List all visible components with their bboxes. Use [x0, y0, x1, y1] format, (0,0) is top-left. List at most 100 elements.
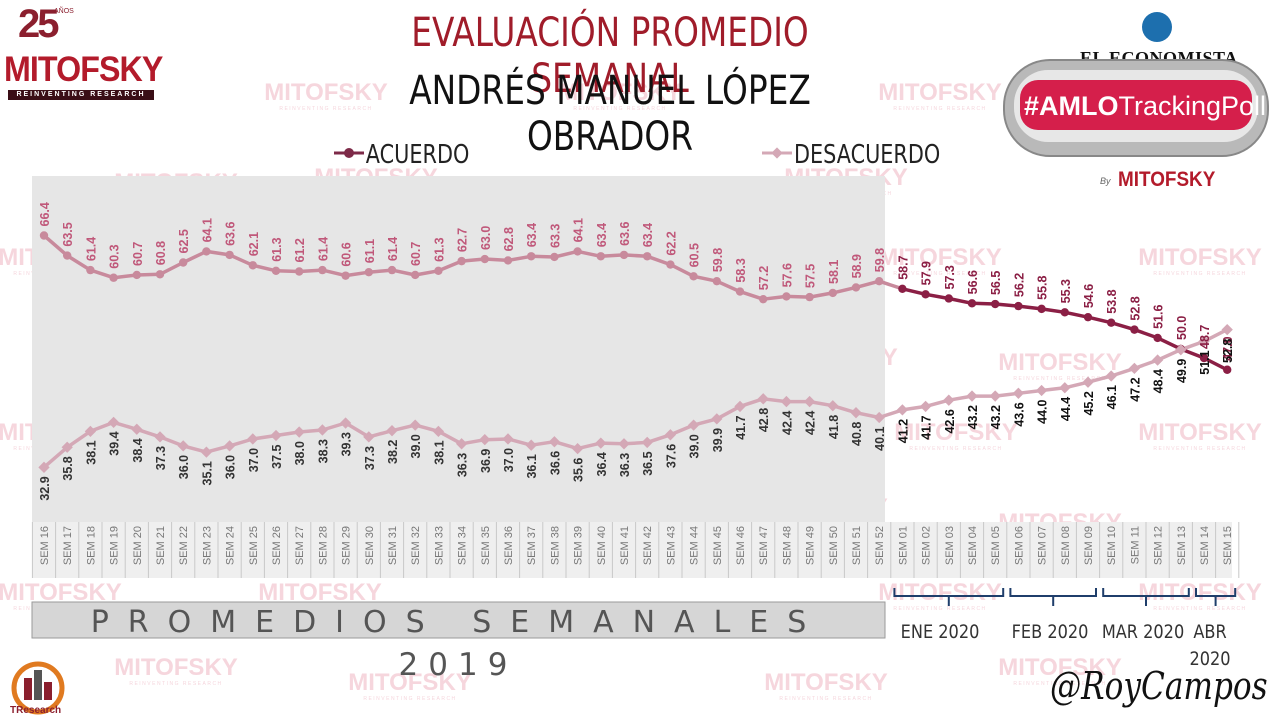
- x-tick-label: SEM 51: [851, 526, 863, 565]
- watermark-tagline: REINVENTING RESEARCH: [1153, 446, 1246, 452]
- data-label-layer: 66.4 32.9 63.5 35.8 61.4 38.1 60.3 39.4 60.7 38.4…: [38, 202, 1235, 501]
- acuerdo-data-label: 63.4: [595, 223, 609, 247]
- x-tick-label: SEM 21: [155, 526, 167, 565]
- acuerdo-data-label: 59.8: [873, 248, 887, 272]
- desacuerdo-data-label: 43.6: [1012, 402, 1026, 426]
- x-tick-label: SEM 02: [921, 526, 933, 565]
- legend-acuerdo-marker: [344, 148, 354, 158]
- watermark-tagline: REINVENTING RESEARCH: [1013, 376, 1106, 382]
- desacuerdo-point: [757, 393, 769, 405]
- desacuerdo-point: [502, 433, 514, 445]
- desacuerdo-point: [618, 438, 630, 450]
- acuerdo-point: [619, 250, 629, 260]
- acuerdo-point: [573, 247, 582, 256]
- acuerdo-data-label: 63.6: [224, 222, 238, 246]
- desacuerdo-point: [409, 419, 421, 431]
- watermark-tagline: REINVENTING RESEARCH: [1153, 271, 1246, 277]
- desacuerdo-point: [339, 417, 352, 429]
- desacuerdo-point: [1198, 335, 1210, 348]
- x-grid: [31, 522, 1240, 578]
- desacuerdo-data-label: 42.4: [804, 411, 818, 435]
- acuerdo-point: [457, 256, 466, 266]
- acuerdo-data-label: 54.6: [1082, 284, 1096, 308]
- acuerdo-data-label: 48.7: [1198, 325, 1212, 349]
- x-tick-label: SEM 31: [387, 526, 399, 565]
- acuerdo-data-label: 63.5: [61, 222, 75, 246]
- acuerdo-point: [387, 265, 397, 275]
- desacuerdo-point: [734, 400, 746, 413]
- x-tick-label: SEM 39: [573, 526, 585, 565]
- watermark-tagline: REINVENTING RESEARCH: [1013, 681, 1106, 687]
- desacuerdo-point: [131, 423, 143, 435]
- logo-tagline: REINVENTING RESEARCH: [8, 90, 154, 100]
- signature-roy-campos: @RoyCampos: [1050, 664, 1268, 708]
- desacuerdo-point: [316, 424, 329, 436]
- x-tick-label: SEM 44: [689, 526, 701, 565]
- desacuerdo-point: [641, 436, 653, 449]
- desacuerdo-point: [989, 390, 1001, 402]
- desacuerdo-point: [780, 395, 793, 408]
- watermark-text: MITOFSKY: [764, 669, 888, 696]
- desacuerdo-data-label: 41.8: [827, 415, 841, 439]
- desacuerdo-data-label: 52.8: [1221, 339, 1235, 363]
- acuerdo-point: [828, 288, 837, 298]
- acuerdo-data-label: 57.5: [804, 264, 818, 288]
- acuerdo-point: [503, 256, 513, 265]
- x-tick-label: SEM 12: [1153, 526, 1165, 565]
- acuerdo-data-label: 56.2: [1012, 273, 1026, 297]
- desacuerdo-point: [293, 426, 305, 438]
- x-tick-label: SEM 22: [178, 526, 190, 565]
- x-tick-label: SEM 40: [596, 526, 608, 565]
- month-bracket: [1009, 588, 1097, 597]
- acuerdo-data-label: 60.8: [154, 241, 168, 265]
- desacuerdo-data-label: 40.1: [873, 426, 887, 450]
- acuerdo-point: [1037, 304, 1046, 314]
- x-tick-label: SEM 24: [225, 526, 237, 565]
- tresearch-label: TResearch: [10, 705, 62, 716]
- desacuerdo-point: [1221, 323, 1233, 336]
- tracking-poll-badge: #AMLOTrackingPoll: [1003, 59, 1269, 157]
- x-tick-label: SEM 16: [39, 526, 51, 565]
- acuerdo-data-label: 56.5: [989, 271, 1003, 295]
- x-tick-label: SEM 03: [944, 526, 956, 565]
- acuerdo-data-label: 61.3: [432, 237, 446, 261]
- x-tick-label: SEM 36: [503, 526, 515, 565]
- acuerdo-data-label: 53.8: [1105, 289, 1119, 313]
- desacuerdo-data-label: 36.5: [641, 451, 655, 475]
- x-tick-label: SEM 48: [781, 526, 793, 565]
- badge-hashtag-rest: TrackingPoll: [1119, 91, 1267, 121]
- acuerdo-point: [1060, 308, 1070, 317]
- acuerdo-data-label: 61.4: [316, 237, 330, 261]
- legend-desacuerdo-label: DESACUERDO: [794, 139, 940, 170]
- x-tick-label: SEM 47: [758, 526, 770, 565]
- desacuerdo-data-label: 39.0: [409, 434, 423, 458]
- desacuerdo-point: [177, 440, 189, 452]
- x-tick-label: SEM 18: [85, 526, 97, 565]
- acuerdo-point: [62, 251, 72, 260]
- desacuerdo-data-label: 46.1: [1105, 385, 1119, 409]
- acuerdo-data-label: 50.0: [1175, 316, 1189, 340]
- month-label: ENE 2020: [901, 622, 980, 644]
- acuerdo-point: [1014, 301, 1023, 311]
- desacuerdo-data-label: 38.2: [386, 440, 400, 464]
- desacuerdo-point: [200, 446, 213, 458]
- x-tick-label: SEM 43: [665, 526, 677, 565]
- watermark-text: MITOFSKY: [264, 79, 388, 106]
- promedios-band: [31, 601, 886, 639]
- desacuerdo-point: [803, 395, 816, 408]
- acuerdo-data-label: 62.8: [502, 227, 516, 251]
- acuerdo-point: [944, 294, 953, 303]
- acuerdo-point: [132, 270, 141, 280]
- month-label: FEB 2020: [1012, 622, 1089, 644]
- acuerdo-point: [155, 270, 165, 279]
- desacuerdo-point: [548, 436, 561, 448]
- watermark-tagline: REINVENTING RESEARCH: [129, 681, 222, 687]
- acuerdo-point: [364, 267, 373, 277]
- watermark-tagline: REINVENTING RESEARCH: [279, 106, 372, 112]
- desacuerdo-data-label: 38.1: [84, 440, 98, 464]
- desacuerdo-data-label: 35.1: [200, 461, 214, 485]
- x-tick-label: SEM 05: [990, 526, 1002, 565]
- acuerdo-point: [782, 292, 791, 301]
- x-tick-label: SEM 37: [526, 526, 538, 565]
